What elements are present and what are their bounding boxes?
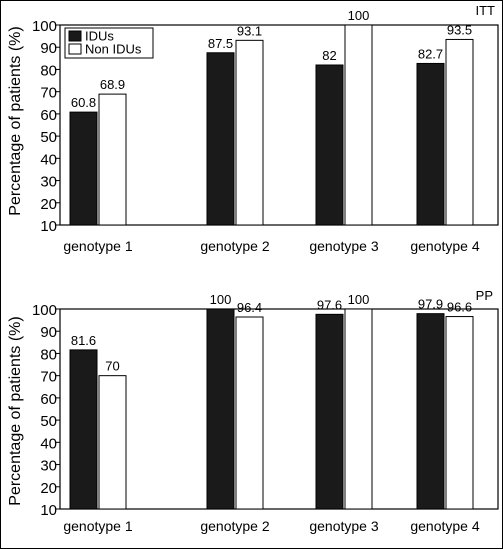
y-tick-label: 80 xyxy=(40,346,57,363)
plot-frame xyxy=(59,24,499,226)
bar-non-idus xyxy=(445,38,474,226)
bar-non-idus xyxy=(344,308,373,510)
bar-non-idus xyxy=(98,93,127,226)
legend-label: Non IDUs xyxy=(85,42,142,57)
y-tick-label: 60 xyxy=(40,107,57,124)
legend-swatch xyxy=(68,30,82,42)
y-tick-label: 90 xyxy=(40,324,57,341)
panel-label: PP xyxy=(476,288,493,303)
bar-non-idus xyxy=(344,24,373,226)
category-label: genotype 3 xyxy=(309,238,378,254)
data-label: 93.1 xyxy=(237,23,262,38)
bar-idus xyxy=(69,349,98,510)
data-label: 100 xyxy=(348,8,370,23)
bar-non-idus xyxy=(235,316,264,510)
y-tick-label: 70 xyxy=(40,369,57,386)
category-label: genotype 2 xyxy=(200,238,269,254)
y-tick-label: 10 xyxy=(40,502,57,519)
category-label: genotype 3 xyxy=(309,518,378,534)
y-tick-label: 50 xyxy=(40,129,57,146)
y-tick-label: 70 xyxy=(40,85,57,102)
y-tick-label: 40 xyxy=(40,435,57,452)
bar-non-idus xyxy=(235,39,264,226)
data-label: 97.9 xyxy=(418,297,443,312)
category-label: genotype 1 xyxy=(63,518,132,534)
y-tick-label: 30 xyxy=(40,174,57,191)
data-label: 68.9 xyxy=(100,77,125,92)
legend-label: IDUs xyxy=(85,29,114,44)
y-tick-label: 60 xyxy=(40,391,57,408)
y-tick-label: 100 xyxy=(32,18,57,35)
panel-label: ITT xyxy=(476,3,496,18)
y-tick-label: 50 xyxy=(40,413,57,430)
data-label: 96.6 xyxy=(447,300,472,315)
bar-non-idus xyxy=(98,375,127,510)
category-label: genotype 2 xyxy=(200,518,269,534)
data-label: 100 xyxy=(210,292,232,307)
data-label: 60.8 xyxy=(71,95,96,110)
y-tick-label: 20 xyxy=(40,196,57,213)
data-label: 81.6 xyxy=(71,333,96,348)
bar-idus xyxy=(69,111,98,226)
bar-idus xyxy=(416,313,445,510)
bar-idus xyxy=(315,64,344,226)
y-axis-label: Percentage of patients (%) xyxy=(7,316,24,505)
plot-frame xyxy=(59,308,499,510)
y-axis-label: Percentage of patients (%) xyxy=(7,26,24,215)
data-label: 97.6 xyxy=(317,297,342,312)
bar-idus xyxy=(206,52,235,226)
data-label: 70 xyxy=(105,359,119,374)
y-tick-label: 90 xyxy=(40,40,57,57)
bar-idus xyxy=(315,313,344,510)
data-label: 96.4 xyxy=(237,300,262,315)
bar-non-idus xyxy=(445,316,474,510)
category-label: genotype 4 xyxy=(410,518,479,534)
y-tick-label: 30 xyxy=(40,458,57,475)
data-label: 87.5 xyxy=(208,36,233,51)
data-label: 82.7 xyxy=(418,46,443,61)
data-label: 93.5 xyxy=(447,22,472,37)
data-label: 100 xyxy=(348,292,370,307)
bar-idus xyxy=(416,62,445,226)
category-label: genotype 4 xyxy=(410,238,479,254)
y-tick-label: 40 xyxy=(40,151,57,168)
y-tick-label: 100 xyxy=(32,302,57,319)
y-tick-label: 10 xyxy=(40,218,57,235)
y-tick-label: 20 xyxy=(40,480,57,497)
category-label: genotype 1 xyxy=(63,238,132,254)
y-tick-label: 80 xyxy=(40,62,57,79)
legend-swatch xyxy=(68,43,82,55)
bar-idus xyxy=(206,308,235,510)
data-label: 82 xyxy=(322,48,336,63)
